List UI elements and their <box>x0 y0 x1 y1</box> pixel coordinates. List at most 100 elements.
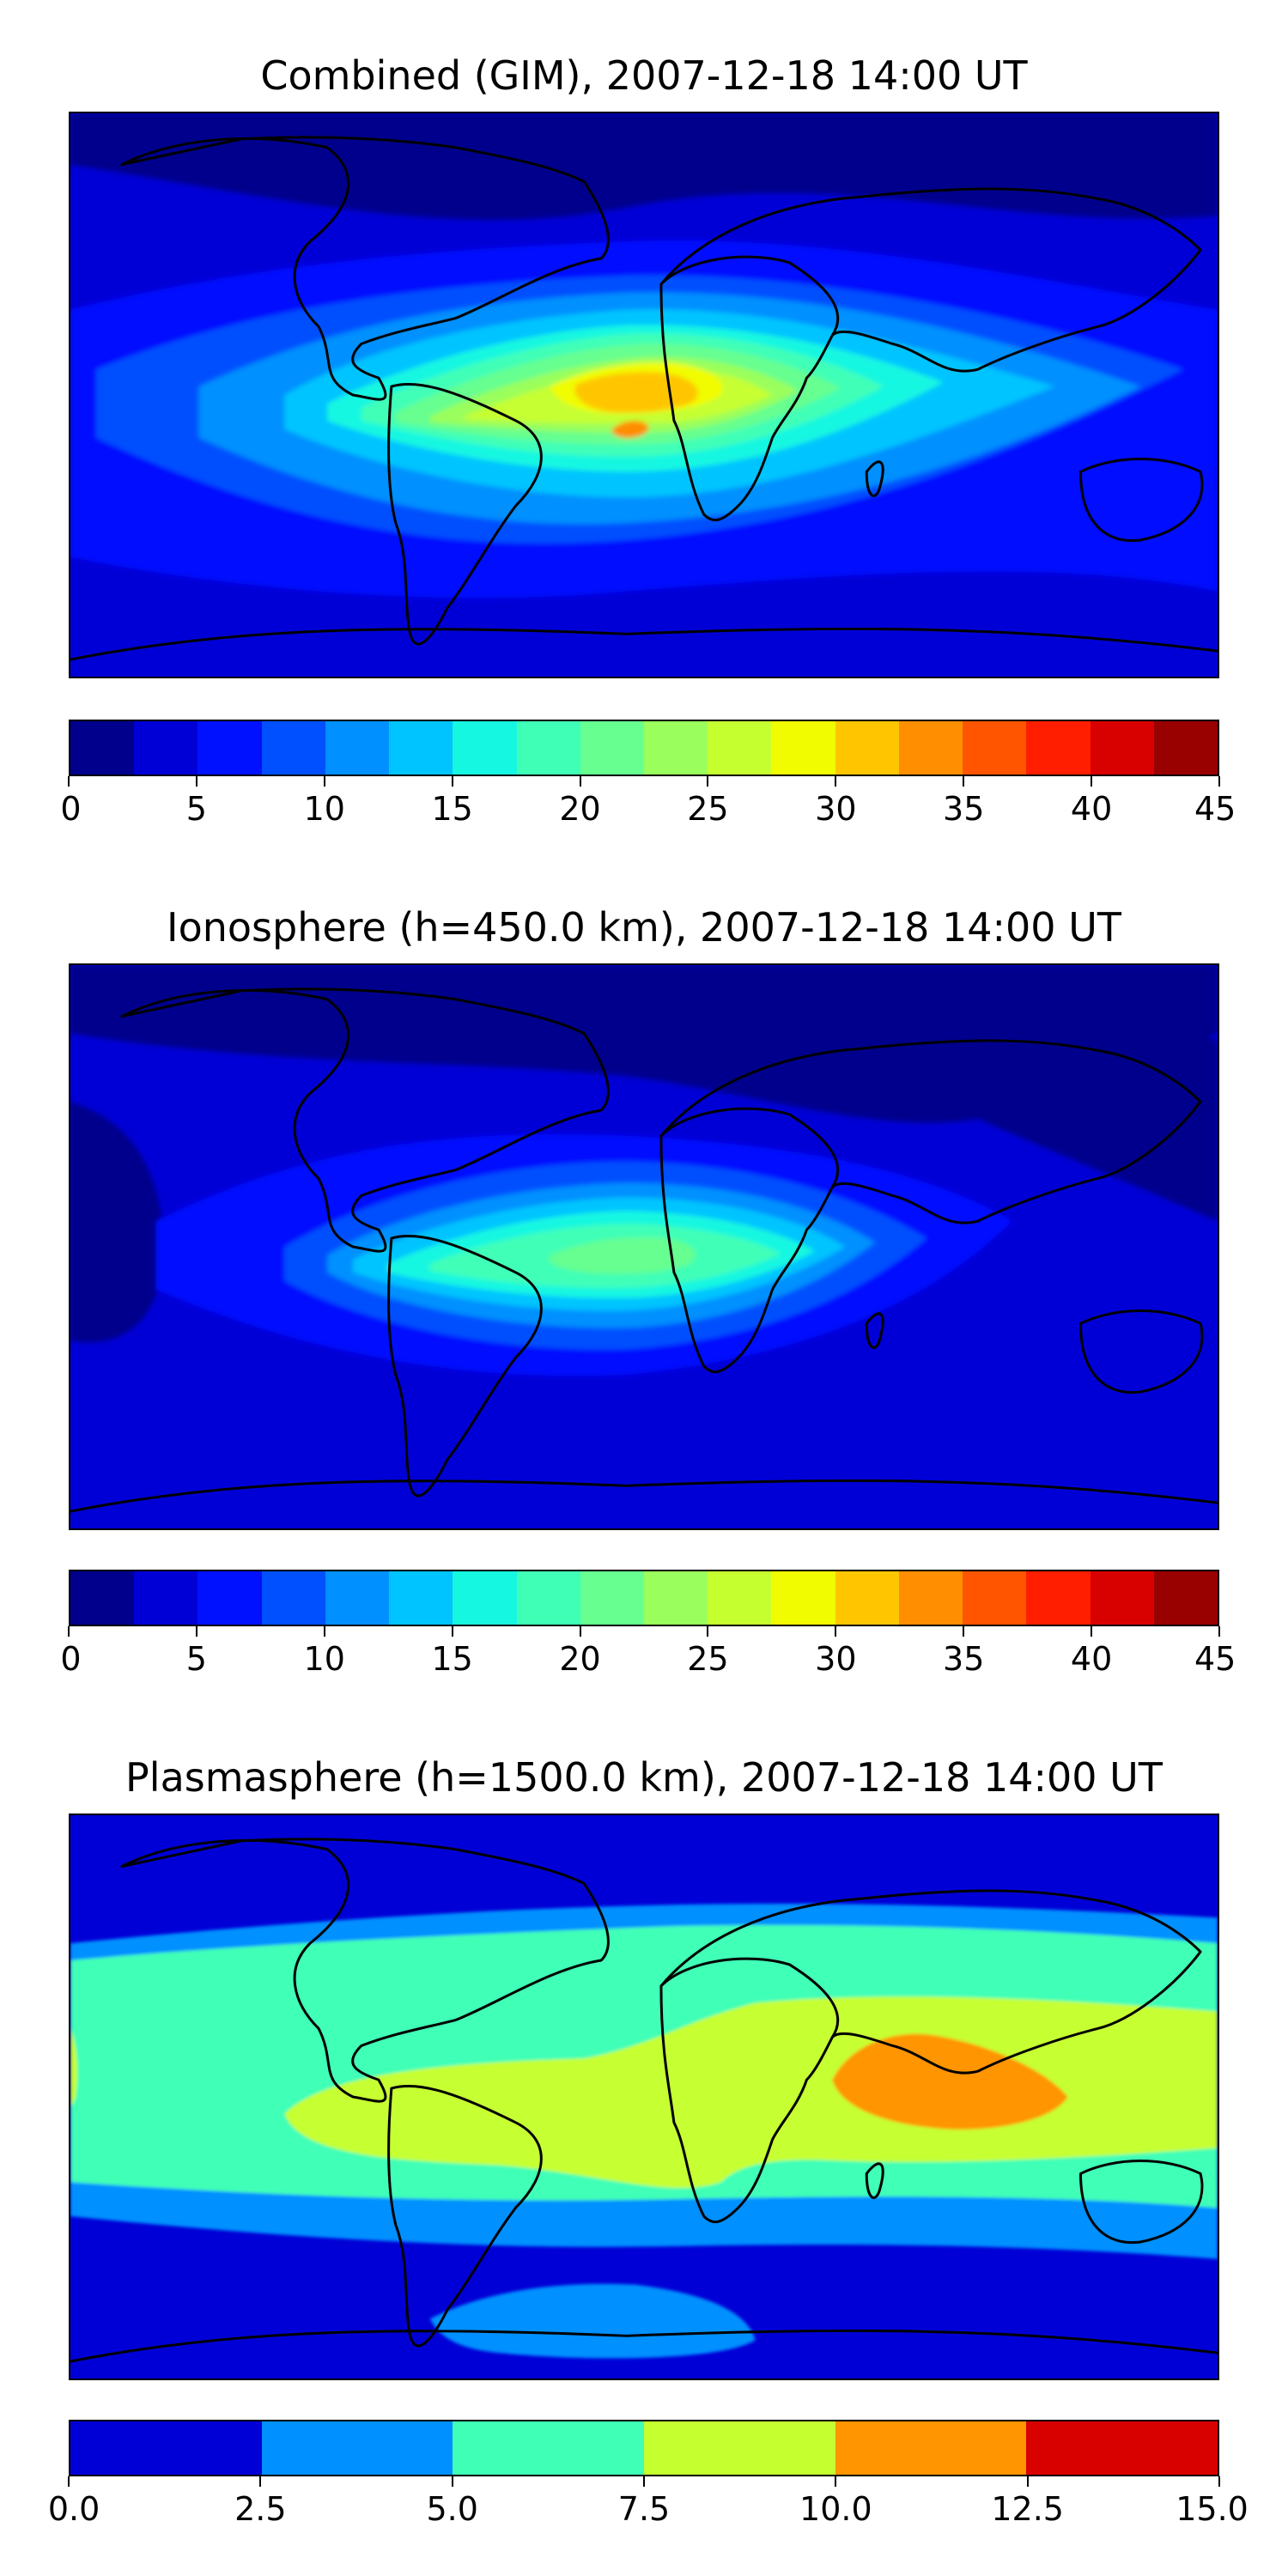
tick-label: 5 <box>185 1640 207 1678</box>
plasmasphere-map <box>69 1814 1219 2380</box>
colorbar-segment <box>643 1571 708 1625</box>
tick-label: 30 <box>815 790 857 828</box>
colorbar-segment <box>1090 721 1154 775</box>
colorbar-segment <box>197 1571 262 1625</box>
tick-mark <box>68 1626 70 1637</box>
plasmasphere-colorbar <box>69 2420 1219 2476</box>
ionosphere-colorbar <box>69 1570 1219 1626</box>
colorbar-segment <box>389 721 453 775</box>
combined-map-canvas <box>70 113 1218 677</box>
colorbar-segment <box>771 721 835 775</box>
tick-mark <box>259 2476 262 2487</box>
colorbar-segment <box>70 2421 262 2475</box>
ionosphere-colorbar-ticks: 0 5 10 15 20 25 30 35 40 45 <box>60 1626 1236 1678</box>
tick-label: 30 <box>815 1640 857 1678</box>
tick-label: 10 <box>303 1640 345 1678</box>
tick-mark <box>68 776 70 787</box>
tick-mark <box>835 2476 837 2487</box>
plasmasphere-map-canvas <box>70 1815 1218 2379</box>
colorbar-segment <box>70 721 135 775</box>
colorbar-segment <box>516 1571 580 1625</box>
tick-label: 25 <box>687 1640 729 1678</box>
colorbar-segment <box>261 721 325 775</box>
colorbar-segment <box>325 1571 390 1625</box>
tick-mark <box>643 2476 645 2487</box>
tick-label: 15 <box>431 1640 473 1678</box>
colorbar-segment <box>453 721 517 775</box>
colorbar-segment <box>708 721 772 775</box>
tick-label: 10.0 <box>799 2490 872 2528</box>
colorbar-segment <box>771 1571 835 1625</box>
colorbar-segment <box>1026 2421 1218 2475</box>
tick-mark <box>835 1626 837 1637</box>
tick-mark <box>963 776 965 787</box>
colorbar-segment <box>1026 721 1091 775</box>
ionosphere-map <box>69 963 1219 1530</box>
tick-label: 5 <box>185 790 207 828</box>
colorbar-segment <box>835 2421 1027 2475</box>
tick-mark <box>1218 1626 1220 1637</box>
colorbar-segment <box>898 721 963 775</box>
tick-mark <box>707 776 709 787</box>
tick-label: 7.5 <box>617 2490 671 2528</box>
tick-mark <box>323 776 325 787</box>
chart-title: Combined (GIM), 2007-12-18 14:00 UT <box>260 52 1028 99</box>
colorbar-segment <box>1026 1571 1091 1625</box>
tick-mark <box>195 776 197 787</box>
tick-label: 10 <box>303 790 345 828</box>
plasmasphere-colorbar-ticks: 0.0 2.5 5.0 7.5 10.0 12.5 15.0 <box>48 2476 1249 2528</box>
tick-mark <box>451 2476 453 2487</box>
colorbar-segment <box>70 1571 135 1625</box>
chart-title: Plasmasphere (h=1500.0 km), 2007-12-18 1… <box>125 1754 1163 1801</box>
chart-title: Ionosphere (h=450.0 km), 2007-12-18 14:0… <box>167 904 1121 951</box>
colorbar-segment <box>197 721 262 775</box>
tick-label: 20 <box>559 790 601 828</box>
combined-colorbar-ticks: 0 5 10 15 20 25 30 35 40 45 <box>60 776 1236 828</box>
colorbar-segment <box>516 721 580 775</box>
tick-mark <box>195 1626 197 1637</box>
combined-colorbar <box>69 720 1219 776</box>
tick-label: 35 <box>943 790 985 828</box>
colorbar-segment <box>1153 721 1218 775</box>
colorbar-segment <box>134 1571 198 1625</box>
colorbar-segment <box>580 1571 644 1625</box>
tick-mark <box>1026 2476 1029 2487</box>
tick-mark <box>1218 2476 1220 2487</box>
tick-label: 12.5 <box>991 2490 1064 2528</box>
colorbar-segment <box>1090 1571 1154 1625</box>
colorbar-segment <box>1153 1571 1218 1625</box>
tick-mark <box>323 1626 325 1637</box>
tick-mark <box>707 1626 709 1637</box>
tick-mark <box>835 776 837 787</box>
tick-label: 35 <box>943 1640 985 1678</box>
tick-mark <box>579 776 581 787</box>
tick-mark <box>1218 776 1220 787</box>
tick-label: 40 <box>1070 1640 1113 1678</box>
tick-label: 0 <box>60 790 82 828</box>
tick-label: 20 <box>559 1640 601 1678</box>
colorbar-segment <box>261 1571 325 1625</box>
colorbar-segment <box>643 721 708 775</box>
tick-label: 2.5 <box>234 2490 287 2528</box>
colorbar-segment <box>453 2421 645 2475</box>
tick-mark <box>963 1626 965 1637</box>
tick-mark <box>579 1626 581 1637</box>
tick-mark <box>451 776 453 787</box>
colorbar-segment <box>453 1571 517 1625</box>
tick-label: 0 <box>60 1640 82 1678</box>
tick-mark <box>68 2476 70 2487</box>
colorbar-segment <box>134 721 198 775</box>
tick-label: 45 <box>1194 1640 1236 1678</box>
tick-mark <box>451 1626 453 1637</box>
colorbar-segment <box>580 721 644 775</box>
ionosphere-map-canvas <box>70 965 1218 1528</box>
combined-map <box>69 112 1219 678</box>
tick-label: 25 <box>687 790 729 828</box>
tick-mark <box>1091 776 1093 787</box>
colorbar-segment <box>963 721 1027 775</box>
tick-label: 45 <box>1194 790 1236 828</box>
tick-label: 15 <box>431 790 473 828</box>
tick-label: 0.0 <box>47 2490 100 2528</box>
colorbar-segment <box>644 2421 835 2475</box>
colorbar-segment <box>963 1571 1027 1625</box>
